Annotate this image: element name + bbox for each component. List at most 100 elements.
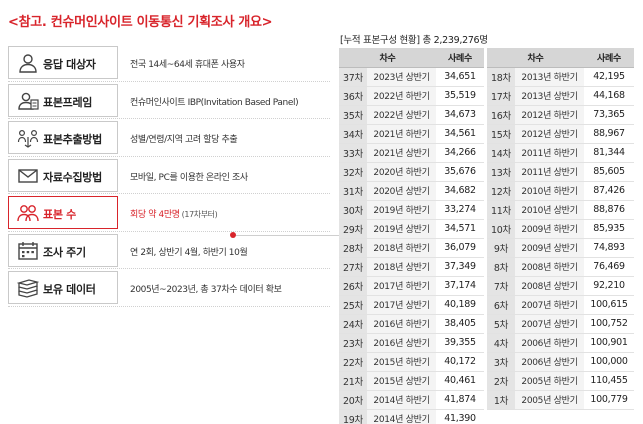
table-row: 23차 2016년 상반기 39,355 [339,333,484,353]
count-cell: 100,779 [584,390,634,410]
round-cell: 25차 [339,295,367,315]
round-cell: 16차 [487,105,515,125]
table-row: 15차 2012년 상반기 88,967 [487,124,634,144]
label-box: 보유 데이터 [8,271,118,304]
round-cell: 33차 [339,143,367,163]
row-survey-cycle: 조사 주기 연 2회, 상반기 4월, 하반기 10월 [8,232,330,269]
count-cell: 35,519 [436,86,484,106]
round-cell: 17차 [487,86,515,106]
round-cell: 8차 [487,257,515,277]
period-cell: 2008년 상반기 [515,276,584,296]
period-cell: 2023년 상반기 [367,67,436,87]
table-row: 33차 2021년 상반기 34,266 [339,143,484,163]
count-cell: 85,935 [584,219,634,239]
overview-list: 응답 대상자 전국 14세~64세 휴대폰 사용자 표본프레임 컨슈머인사이트 … [8,44,330,307]
table-row: 36차 2022년 하반기 35,519 [339,86,484,106]
period-cell: 2021년 하반기 [367,124,436,144]
header-count: 사례수 [436,48,484,68]
period-cell: 2014년 상반기 [367,409,436,424]
round-cell: 26차 [339,276,367,296]
table-row: 2차 2005년 하반기 110,455 [487,371,634,391]
period-cell: 2021년 상반기 [367,143,436,163]
period-cell: 2013년 하반기 [515,67,584,87]
person-card-icon [17,91,39,111]
label-box: 표본 수 [8,196,118,229]
round-cell: 14차 [487,143,515,163]
period-cell: 2005년 하반기 [515,371,584,391]
table-row: 27차 2018년 상반기 37,349 [339,257,484,277]
table-row: 35차 2022년 상반기 34,673 [339,105,484,125]
table-row: 24차 2016년 하반기 38,405 [339,314,484,334]
count-cell: 36,079 [436,238,484,258]
row-value: 성별/연령/지역 고려 할당 추출 [130,135,238,145]
round-cell: 21차 [339,371,367,391]
period-cell: 2012년 상반기 [515,124,584,144]
period-cell: 2006년 상반기 [515,352,584,372]
count-cell: 40,461 [436,371,484,391]
count-cell: 92,210 [584,276,634,296]
table-row: 18차 2013년 하반기 42,195 [487,67,634,87]
count-cell: 76,469 [584,257,634,277]
round-cell: 24차 [339,314,367,334]
round-cell: 18차 [487,67,515,87]
envelope-icon [17,166,39,186]
period-cell: 2007년 하반기 [515,295,584,315]
table-row: 16차 2012년 하반기 73,365 [487,105,634,125]
round-cell: 12차 [487,181,515,201]
count-cell: 74,893 [584,238,634,258]
period-cell: 2022년 상반기 [367,105,436,125]
period-cell: 2017년 하반기 [367,276,436,296]
round-cell: 34차 [339,124,367,144]
round-cell: 9차 [487,238,515,258]
count-cell: 100,000 [584,352,634,372]
round-cell: 29차 [339,219,367,239]
count-cell: 42,195 [584,67,634,87]
label-box: 표본프레임 [8,83,118,117]
table-row: 9차 2009년 상반기 74,893 [487,238,634,258]
sample-table-right: 차수 사례수 18차 2013년 하반기 42,195 17차 2013년 상반기 44,… [487,48,634,410]
period-cell: 2010년 하반기 [515,181,584,201]
round-cell: 3차 [487,352,515,372]
count-cell: 40,189 [436,295,484,315]
round-cell: 23차 [339,333,367,353]
count-cell: 37,349 [436,257,484,277]
count-cell: 44,168 [584,86,634,106]
count-cell: 34,673 [436,105,484,125]
round-cell: 4차 [487,333,515,353]
table-row: 8차 2008년 하반기 76,469 [487,257,634,277]
row-sample-frame: 표본프레임 컨슈머인사이트 IBP(Invitation Based Panel… [8,82,330,119]
period-cell: 2014년 하반기 [367,390,436,410]
count-cell: 110,455 [584,371,634,391]
sample-table-left: 차수 사례수 37차 2023년 상반기 34,651 36차 2022년 하반기 35,… [339,48,484,424]
row-label: 표본 수 [43,208,76,221]
table-row: 21차 2015년 상반기 40,461 [339,371,484,391]
table-row: 13차 2011년 상반기 85,605 [487,162,634,182]
row-label: 보유 데이터 [43,283,96,296]
period-cell: 2015년 상반기 [367,371,436,391]
period-cell: 2009년 하반기 [515,219,584,239]
table-row: 6차 2007년 하반기 100,615 [487,295,634,315]
round-cell: 1차 [487,390,515,410]
table-row: 20차 2014년 하반기 41,874 [339,390,484,410]
table-row: 12차 2010년 하반기 87,426 [487,181,634,201]
count-cell: 40,172 [436,352,484,372]
table-header-row: 차수 사례수 [487,48,634,68]
table-row: 4차 2006년 하반기 100,901 [487,333,634,353]
count-cell: 34,266 [436,143,484,163]
period-cell: 2010년 상반기 [515,200,584,220]
period-cell: 2020년 하반기 [367,162,436,182]
connector-line [236,235,340,236]
page-title: <참고. 컨슈머인사이트 이동통신 기획조사 개요> [8,15,273,30]
round-cell: 11차 [487,200,515,220]
count-cell: 34,682 [436,181,484,201]
period-cell: 2022년 하반기 [367,86,436,106]
table-row: 37차 2023년 상반기 34,651 [339,67,484,87]
table-row: 10차 2009년 하반기 85,935 [487,219,634,239]
table-row: 31차 2020년 상반기 34,682 [339,181,484,201]
period-cell: 2016년 하반기 [367,314,436,334]
table-row: 11차 2010년 상반기 88,876 [487,200,634,220]
count-cell: 100,615 [584,295,634,315]
header-round: 차수 [339,48,436,68]
table-row: 29차 2019년 상반기 34,571 [339,219,484,239]
count-cell: 41,874 [436,390,484,410]
